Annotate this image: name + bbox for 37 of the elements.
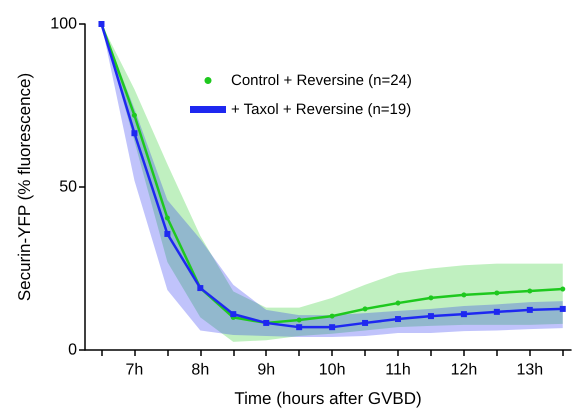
- point: [296, 318, 302, 323]
- y-tick-label: 100: [50, 16, 78, 32]
- point: [329, 324, 336, 330]
- y-tick-label: 0: [68, 342, 78, 358]
- point: [527, 288, 532, 294]
- point: [461, 292, 466, 298]
- point: [494, 308, 500, 315]
- point: [395, 316, 402, 322]
- point: [460, 311, 467, 318]
- x-tick-label: 10h: [318, 362, 346, 378]
- x-tick-label: 13h: [516, 362, 544, 378]
- y-axis-title: Securin-YFP (% fluorescence): [15, 72, 34, 302]
- point: [164, 230, 170, 237]
- point: [362, 306, 368, 312]
- point: [428, 313, 434, 320]
- point: [131, 130, 138, 136]
- x-tick-label: 8h: [191, 362, 210, 378]
- x-tick-label: 12h: [450, 362, 478, 378]
- point: [230, 311, 236, 318]
- x-tick-label: 9h: [257, 362, 276, 378]
- y-tick-label: 50: [59, 178, 78, 196]
- point: [494, 290, 500, 296]
- point: [560, 306, 566, 312]
- point: [428, 295, 434, 300]
- point: [164, 215, 170, 220]
- point: [526, 306, 533, 313]
- x-axis-title: Time (hours after GVBD): [234, 389, 422, 408]
- x-tick-label: 7h: [126, 362, 144, 378]
- legend-label: + Taxol + Reversine (n=19): [231, 101, 412, 118]
- x-tick-label: 11h: [385, 362, 411, 378]
- point: [560, 286, 566, 292]
- point: [396, 300, 401, 306]
- point: [296, 324, 302, 330]
- point: [362, 320, 368, 326]
- point: [330, 314, 335, 319]
- legend-label: Control + Reversine (n=24): [231, 72, 412, 89]
- point: [132, 112, 137, 118]
